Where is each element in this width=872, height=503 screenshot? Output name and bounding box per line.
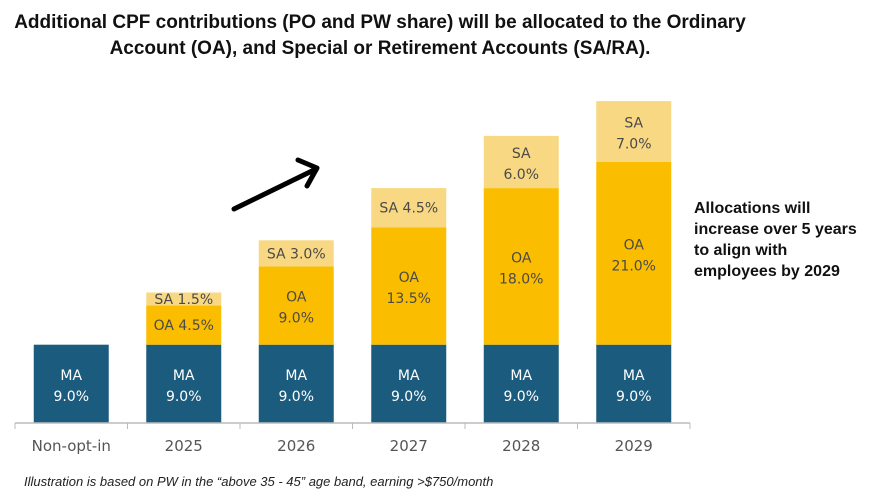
x-tick-label: 2025: [165, 437, 203, 455]
bar-ma-2025: [146, 344, 222, 423]
bar-ma-non-opt-in: [33, 344, 109, 423]
bar-sa-2027: [371, 188, 447, 228]
data-label-series: MA: [60, 368, 82, 384]
bar-ma-2027: [371, 344, 447, 423]
data-label-series: MA: [285, 368, 307, 384]
bar-sa-2025: [146, 292, 222, 306]
x-tick-label: 2029: [615, 437, 653, 455]
data-label-value: 9.0%: [278, 389, 314, 405]
data-label-value: 18.0%: [499, 271, 543, 287]
data-label-series: OA: [511, 250, 532, 266]
x-tick-label: Non-opt-in: [32, 437, 111, 455]
data-label-value: 9.0%: [503, 389, 539, 405]
data-label-series: MA: [398, 368, 420, 384]
bar-sa-2026: [258, 240, 334, 267]
data-label-value: 7.0%: [616, 137, 652, 153]
data-label-value: 9.0%: [166, 389, 202, 405]
bar-oa-2025: [146, 305, 222, 345]
data-label-value: 9.0%: [616, 389, 652, 405]
data-label: SA 4.5%: [379, 201, 438, 217]
bar-oa-2027: [371, 227, 447, 345]
bar-sa-2029: [596, 101, 672, 162]
data-label-series: OA: [399, 270, 420, 286]
bar-ma-2026: [258, 344, 334, 423]
data-label: SA 1.5%: [154, 292, 213, 308]
trend-arrow-icon: [231, 157, 320, 212]
data-label: OA 4.5%: [154, 318, 214, 334]
data-label-value: 6.0%: [503, 167, 539, 183]
chart-title: Additional CPF contributions (PO and PW …: [14, 12, 746, 59]
bar-oa-2026: [258, 266, 334, 345]
data-label-series: MA: [510, 368, 532, 384]
x-tick-label: 2027: [390, 437, 428, 455]
data-label: SA 3.0%: [267, 246, 326, 262]
footnote: Illustration is based on PW in the “abov…: [24, 474, 494, 489]
data-label-value: 13.5%: [387, 291, 431, 307]
bar-oa-2029: [596, 162, 672, 345]
x-tick-label: 2026: [277, 437, 315, 455]
data-label-series: SA: [512, 146, 531, 162]
data-label-series: MA: [623, 368, 645, 384]
data-label-value: 9.0%: [278, 311, 314, 327]
x-tick-label: 2028: [502, 437, 540, 455]
bar-ma-2028: [483, 344, 559, 423]
bar-oa-2028: [483, 188, 559, 345]
data-label-value: 21.0%: [612, 258, 656, 274]
data-label-series: OA: [624, 237, 645, 253]
data-label-series: MA: [173, 368, 195, 384]
data-label-value: 9.0%: [391, 389, 427, 405]
bar-ma-2029: [596, 344, 672, 423]
bar-sa-2028: [483, 135, 559, 189]
data-label-series: OA: [286, 290, 307, 306]
data-label-value: 9.0%: [53, 389, 89, 405]
data-label-series: SA: [624, 116, 643, 132]
annotation-text: Allocations will increase over 5 years t…: [694, 200, 857, 280]
